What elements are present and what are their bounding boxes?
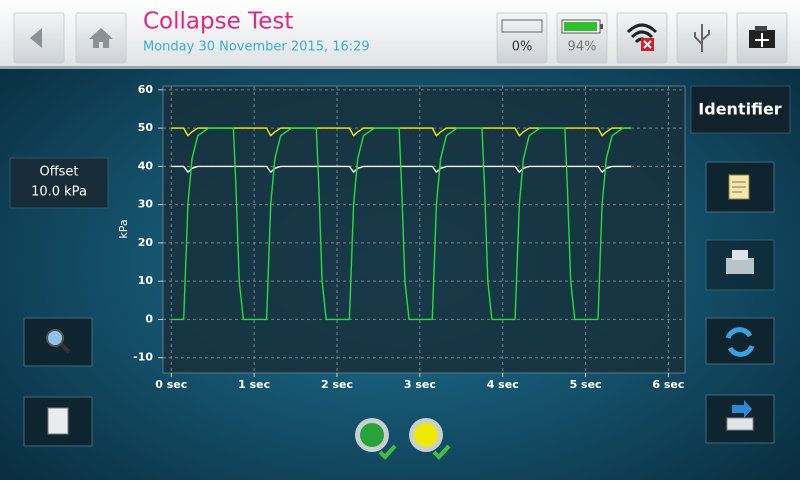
y-tick-label: 50 bbox=[138, 121, 154, 134]
x-tick-label: 6 sec bbox=[652, 378, 684, 391]
trace-line bbox=[171, 127, 632, 137]
storage-text: 0% bbox=[512, 40, 533, 55]
offset-display: Offset 10.0 kPa bbox=[9, 157, 109, 209]
trace-line bbox=[171, 127, 632, 321]
device-button[interactable] bbox=[736, 12, 788, 64]
chart: -10 0 10 20 30 40 50 60 0 sec 1 sec 2 sec 3 sec 4 se… bbox=[133, 83, 685, 391]
header-border bbox=[0, 66, 800, 69]
plot-area bbox=[162, 85, 686, 374]
usb-button[interactable] bbox=[676, 12, 728, 64]
y-tick-label: 20 bbox=[138, 236, 154, 249]
home-button[interactable] bbox=[75, 12, 127, 64]
battery-status: 94% bbox=[556, 12, 608, 64]
wifi-button[interactable] bbox=[616, 12, 668, 64]
identifier-label: Identifier bbox=[698, 100, 781, 119]
y-tick-label: 40 bbox=[138, 159, 154, 172]
x-tick-label: 5 sec bbox=[570, 378, 602, 391]
date-time: Monday 30 November 2015, 16:29 bbox=[143, 40, 370, 55]
x-tick-label: 0 sec bbox=[155, 378, 187, 391]
export-button[interactable] bbox=[705, 394, 775, 444]
y-tick-label: 30 bbox=[138, 198, 154, 211]
identifier-button[interactable]: Identifier bbox=[690, 85, 791, 134]
storage-status: 0% bbox=[496, 12, 548, 64]
report-button[interactable] bbox=[23, 396, 93, 447]
y-axis-label: kPa bbox=[117, 219, 130, 238]
page-title: Collapse Test bbox=[143, 9, 293, 35]
zoom-button[interactable] bbox=[23, 317, 93, 367]
y-tick-label: 0 bbox=[145, 312, 153, 325]
x-tick-label: 1 sec bbox=[238, 378, 270, 391]
offset-value: 10.0 kPa bbox=[31, 185, 87, 200]
back-button[interactable] bbox=[13, 12, 65, 64]
green-trace-toggle[interactable] bbox=[355, 418, 397, 460]
offset-label: Offset bbox=[39, 165, 78, 180]
x-tick-label: 4 sec bbox=[487, 378, 519, 391]
y-tick-label: 10 bbox=[138, 274, 154, 287]
x-tick-label: 3 sec bbox=[404, 378, 436, 391]
y-tick-label: -10 bbox=[133, 351, 153, 364]
print-button[interactable] bbox=[705, 239, 775, 291]
battery-text: 94% bbox=[568, 40, 597, 55]
edit-button[interactable] bbox=[705, 161, 775, 213]
y-tick-label: 60 bbox=[138, 83, 154, 96]
yellow-trace-toggle[interactable] bbox=[409, 418, 451, 460]
x-tick-label: 2 sec bbox=[321, 378, 353, 391]
refresh-button[interactable] bbox=[705, 317, 775, 365]
